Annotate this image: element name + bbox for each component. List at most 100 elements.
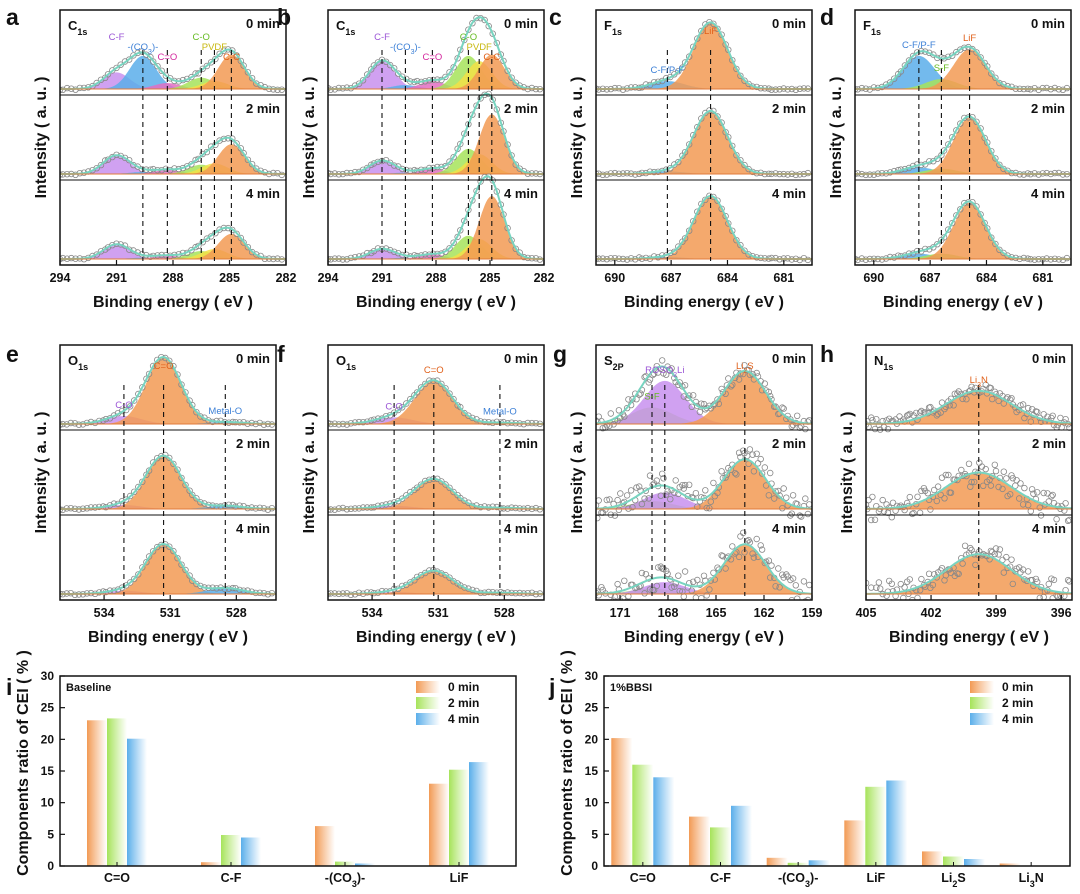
data-point — [873, 416, 880, 423]
peak-label-g: Li2S — [736, 361, 754, 375]
data-point — [130, 488, 138, 495]
legend-swatch-i-2 — [416, 713, 440, 725]
data-point — [149, 58, 157, 65]
data-point — [646, 472, 654, 479]
data-point — [489, 30, 496, 37]
data-point — [664, 570, 671, 577]
data-point — [122, 496, 130, 503]
panel-c: c 0 min 2 min 4 min C-F/P-F LiF F1s 690 687 684 68… — [549, 4, 813, 311]
data-point — [617, 490, 624, 497]
peak-g-Li2S-2 — [596, 544, 812, 594]
data-point — [642, 487, 650, 494]
data-point — [703, 504, 710, 512]
data-point — [248, 160, 256, 168]
y-tick-label-j: 20 — [585, 732, 599, 746]
data-point — [633, 484, 640, 491]
data-point — [614, 496, 621, 504]
data-point — [446, 484, 453, 491]
data-point — [929, 581, 937, 589]
data-point — [442, 481, 449, 488]
data-point — [806, 501, 812, 508]
data-point — [1003, 475, 1010, 482]
panel-letter-c: c — [549, 4, 562, 30]
x-tick-label-c: 684 — [717, 271, 738, 285]
data-point — [694, 576, 701, 584]
x-axis-label-e: Binding energy ( eV ) — [88, 629, 248, 646]
data-point — [450, 239, 457, 246]
x-tick-label-d: 687 — [920, 271, 941, 285]
data-point — [1019, 401, 1027, 408]
data-point — [1057, 414, 1064, 422]
legend-swatch-j-2 — [970, 713, 994, 725]
data-point — [413, 484, 421, 491]
bar-j-1-1 — [710, 827, 731, 866]
data-point — [422, 380, 429, 388]
data-point — [995, 483, 1002, 491]
data-point — [636, 483, 643, 490]
data-point — [702, 487, 709, 494]
panel-letter-e: e — [6, 341, 19, 367]
data-point — [965, 460, 973, 467]
data-point — [446, 574, 453, 581]
data-point — [737, 72, 744, 79]
data-point — [772, 583, 779, 590]
bar-i-1-1 — [221, 835, 241, 866]
data-point — [925, 570, 933, 577]
data-point — [663, 371, 670, 378]
data-point — [740, 529, 747, 536]
x-tick-label-d: 684 — [976, 271, 997, 285]
axes-frame-d — [854, 9, 1072, 266]
data-point — [1040, 489, 1047, 497]
data-point — [212, 55, 219, 63]
x-category-j: Li2S — [941, 871, 965, 889]
x-tick-label-d: 690 — [863, 271, 884, 285]
data-point — [125, 56, 133, 63]
data-point — [1045, 580, 1052, 588]
data-point — [485, 22, 492, 30]
data-point — [703, 592, 710, 599]
bar-j-2-0 — [766, 857, 788, 866]
peak-c-LiF-0 — [596, 22, 812, 90]
data-point — [1033, 408, 1041, 416]
peak-h-Li3N-0 — [866, 390, 1072, 424]
panel-h: h 0 min 2 min 4 min Li3N N1s 405 402 399 396Bindi… — [820, 341, 1073, 646]
data-point — [1009, 475, 1016, 482]
data-point — [698, 200, 705, 208]
data-point — [679, 64, 686, 71]
data-point — [1003, 553, 1010, 561]
data-point — [101, 157, 109, 164]
panel-letter-a: a — [6, 4, 19, 30]
data-point — [1064, 517, 1072, 524]
x-tick-label-c: 681 — [773, 271, 794, 285]
data-point — [767, 469, 774, 477]
legend-label-i-0: 0 min — [448, 680, 479, 694]
data-point — [882, 81, 890, 88]
bar-title-i: Baseline — [66, 682, 111, 694]
data-point — [718, 119, 725, 126]
y-axis-label-a: Intensity ( a. u. ) — [33, 77, 50, 199]
data-point — [758, 470, 766, 477]
data-point — [244, 243, 252, 251]
data-point — [783, 494, 790, 501]
data-point — [967, 483, 974, 490]
data-point — [989, 395, 996, 403]
data-point — [961, 542, 969, 549]
data-point — [958, 466, 965, 474]
data-point — [610, 597, 617, 600]
fit-envelope-e-0 — [60, 356, 276, 425]
data-point — [188, 246, 195, 254]
data-point — [197, 582, 204, 590]
data-point — [1050, 576, 1058, 584]
data-point — [789, 575, 797, 582]
data-point — [233, 140, 240, 147]
time-label-g-2: 4 min — [772, 521, 806, 536]
data-point — [875, 579, 883, 586]
data-point — [934, 240, 941, 248]
data-point — [207, 143, 215, 150]
data-point — [987, 547, 995, 555]
fit-envelope-e-1 — [60, 454, 276, 510]
peak-label-a: -(CO3)- — [127, 42, 158, 56]
data-point — [690, 392, 697, 399]
element-label-h: N1s — [874, 353, 893, 372]
